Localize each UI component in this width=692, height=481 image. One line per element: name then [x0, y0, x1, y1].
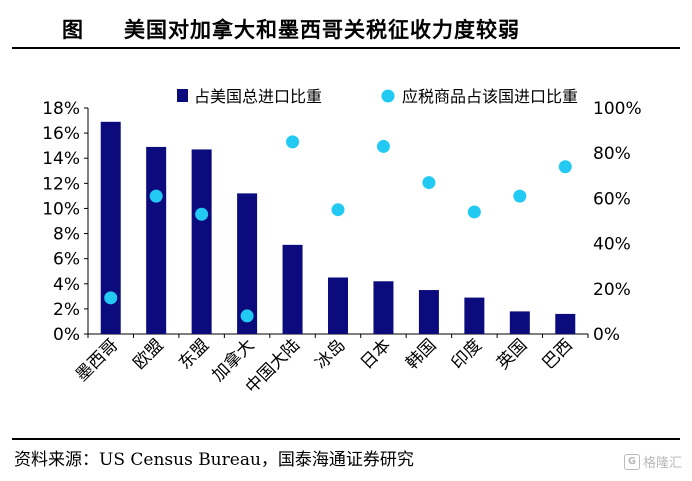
left-axis-tick-label: 12% [42, 174, 80, 194]
left-axis-tick-label: 4% [53, 275, 80, 295]
right-axis-tick-label: 40% [593, 235, 631, 255]
right-axis-tick-label: 0% [593, 325, 620, 345]
x-axis-category-label: 日本 [357, 335, 395, 373]
bar [509, 311, 530, 334]
left-axis-tick-label: 2% [53, 300, 80, 320]
bar [146, 146, 167, 334]
scatter-point [195, 207, 209, 221]
bar [555, 313, 576, 334]
title-text: 美国对加拿大和墨西哥关税征收力度较弱 [124, 17, 520, 42]
right-axis-tick-label: 20% [593, 280, 631, 300]
chart-title: 图 美国对加拿大和墨西哥关税征收力度较弱 [0, 8, 692, 44]
legend-bar-label: 占美国总进口比重 [194, 87, 322, 106]
scatter-point [240, 309, 254, 323]
bar [191, 149, 212, 334]
legend-dot-swatch [381, 89, 395, 103]
x-axis-category-label: 韩国 [402, 335, 440, 373]
watermark-icon: G [623, 453, 640, 470]
scatter-point [104, 291, 118, 305]
watermark-text: 格隆汇 [642, 456, 682, 471]
bar [237, 193, 258, 334]
scatter-point [149, 189, 163, 203]
legend-bar-swatch [177, 89, 188, 102]
scatter-point [558, 160, 572, 174]
left-axis-tick-label: 14% [42, 149, 80, 169]
bar [100, 121, 121, 334]
left-axis-tick-label: 16% [42, 124, 80, 144]
right-axis-tick-label: 100% [593, 99, 642, 119]
bar [282, 244, 303, 334]
x-axis-category-label: 东盟 [175, 335, 213, 373]
right-axis-tick-label: 80% [593, 144, 631, 164]
bottom-rule [12, 438, 680, 440]
x-axis-category-label: 英国 [493, 335, 531, 373]
top-rule [12, 47, 680, 49]
legend-dot-label: 应税商品占该国进口比重 [402, 87, 578, 106]
x-axis-category-label: 印度 [448, 335, 486, 373]
watermark: G 格隆汇 [623, 452, 682, 471]
left-axis-tick-label: 0% [53, 325, 80, 345]
scatter-point [331, 203, 345, 217]
bar [373, 281, 394, 334]
left-axis-tick-label: 6% [53, 250, 80, 270]
scatter-point [286, 135, 300, 149]
x-axis-category-label: 欧盟 [130, 335, 168, 373]
scatter-point [467, 205, 481, 219]
left-axis-tick-label: 8% [53, 225, 80, 245]
bar [418, 290, 439, 334]
figure-label: 图 [62, 17, 83, 42]
bar [464, 297, 485, 334]
x-axis-category-label: 巴西 [539, 335, 577, 373]
scatter-point [376, 139, 390, 153]
scatter-point [422, 176, 436, 190]
left-axis-tick-label: 18% [42, 99, 80, 119]
source-note: 资料来源：US Census Bureau，国泰海通证券研究 [14, 450, 414, 470]
x-axis-category-label: 冰岛 [311, 335, 349, 373]
scatter-point [513, 189, 527, 203]
right-axis-tick-label: 60% [593, 189, 631, 209]
left-axis-tick-label: 10% [42, 199, 80, 219]
bar [328, 277, 348, 334]
